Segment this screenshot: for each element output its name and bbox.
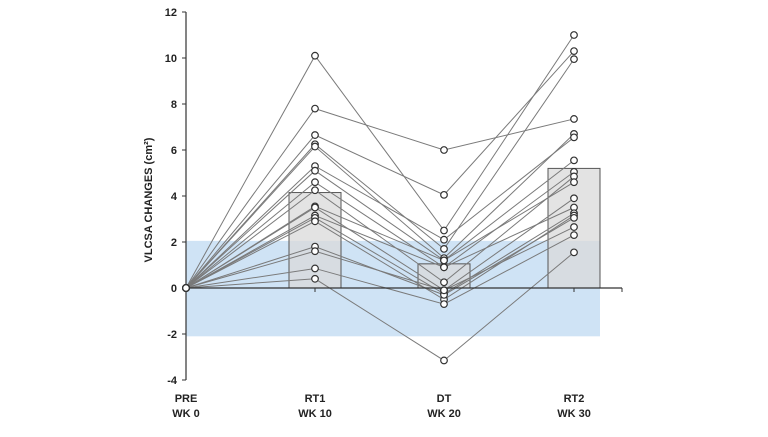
subject-line-0 bbox=[185, 34, 575, 289]
data-point bbox=[440, 235, 448, 244]
data-point bbox=[570, 133, 578, 142]
y-axis-label: VLCSA CHANGES (cm²) bbox=[143, 137, 155, 262]
data-point bbox=[440, 146, 448, 154]
data-point bbox=[570, 231, 578, 240]
data-point bbox=[311, 142, 319, 151]
x-tick-label-line2: WK 0 bbox=[172, 408, 200, 420]
y-tick-label: 0 bbox=[171, 283, 177, 295]
data-point bbox=[182, 284, 190, 292]
data-point bbox=[440, 190, 448, 199]
y-tick-label: 2 bbox=[171, 237, 177, 249]
x-tick-label-line1: DT bbox=[437, 393, 452, 405]
data-point bbox=[570, 178, 578, 187]
y-tick-label: -4 bbox=[167, 375, 178, 387]
subject-line-15 bbox=[185, 226, 575, 291]
data-point bbox=[311, 186, 319, 195]
subject-line-12 bbox=[185, 212, 575, 295]
data-point bbox=[570, 223, 578, 231]
subject-line-1 bbox=[185, 108, 575, 289]
data-point bbox=[311, 104, 319, 113]
subject-line-5 bbox=[185, 136, 575, 289]
x-tick-label-line1: PRE bbox=[175, 393, 198, 405]
data-point bbox=[570, 156, 578, 165]
x-tick-label-line2: WK 10 bbox=[298, 408, 332, 420]
data-point bbox=[311, 247, 319, 256]
x-tick-label-line1: RT2 bbox=[564, 393, 585, 405]
subject-line-16 bbox=[185, 234, 575, 305]
data-point bbox=[311, 131, 319, 139]
subject-line-2 bbox=[185, 50, 575, 289]
data-point bbox=[440, 226, 448, 235]
data-point bbox=[570, 194, 578, 203]
data-point bbox=[311, 166, 319, 175]
y-tick-label: 10 bbox=[165, 53, 177, 65]
data-point bbox=[440, 256, 448, 265]
x-tick-label-line2: WK 20 bbox=[427, 408, 461, 420]
data-point bbox=[570, 31, 578, 39]
subject-line-17 bbox=[185, 251, 575, 362]
data-point bbox=[440, 356, 448, 365]
y-tick-label: 6 bbox=[171, 145, 177, 157]
subject-line-8 bbox=[185, 176, 575, 289]
data-point bbox=[311, 203, 319, 212]
subject-line-13 bbox=[185, 215, 575, 301]
subject-line-6 bbox=[185, 159, 575, 289]
data-point bbox=[311, 217, 319, 226]
x-tick-label-line2: WK 30 bbox=[557, 408, 591, 420]
data-point bbox=[570, 213, 578, 222]
data-point bbox=[311, 51, 319, 60]
y-tick-label: -2 bbox=[167, 329, 177, 341]
y-tick-label: 4 bbox=[171, 191, 178, 203]
data-point bbox=[311, 264, 319, 273]
data-point bbox=[311, 274, 319, 283]
data-point bbox=[570, 47, 578, 55]
data-point bbox=[440, 286, 448, 295]
data-point bbox=[440, 278, 448, 287]
data-point bbox=[440, 263, 448, 272]
data-point bbox=[570, 248, 578, 257]
data-point bbox=[570, 55, 578, 64]
x-tick-label-line1: RT1 bbox=[305, 393, 326, 405]
data-point bbox=[570, 115, 578, 123]
data-point bbox=[440, 300, 448, 309]
y-tick-label: 12 bbox=[165, 7, 177, 19]
subject-line-3 bbox=[185, 58, 575, 289]
data-point bbox=[311, 178, 319, 187]
data-point bbox=[440, 244, 448, 253]
subject-line-10 bbox=[185, 197, 575, 291]
y-tick-label: 8 bbox=[171, 99, 177, 111]
subject-line-7 bbox=[185, 171, 575, 289]
subject-line-11 bbox=[185, 207, 575, 289]
